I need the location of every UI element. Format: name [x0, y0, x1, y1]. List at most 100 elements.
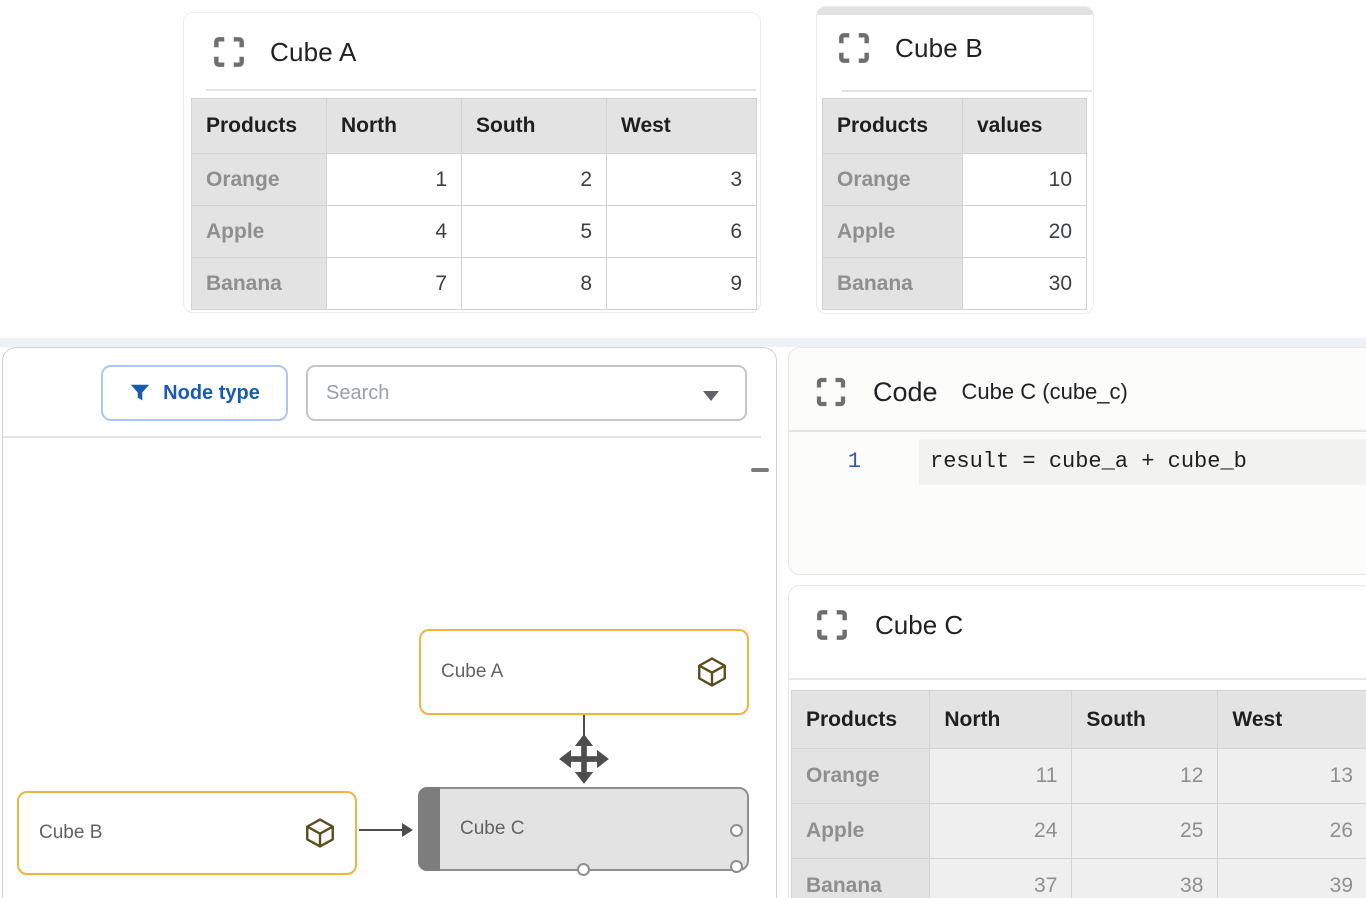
active-line-highlight — [919, 439, 1366, 485]
collapse-handle[interactable] — [751, 468, 769, 472]
cube-c-table: Products North South West Orange 11 12 13 Apple 2… — [790, 690, 1366, 898]
cube-b-table-panel: Cube B Products values Orange 10 Apple 20 Bana… — [816, 6, 1094, 314]
chevron-down-icon[interactable] — [703, 391, 719, 401]
code-panel: Code Cube C (cube_c) 1 result = cube_a +… — [788, 347, 1366, 575]
edge-b-to-c — [359, 829, 403, 831]
value-cell[interactable]: 9 — [606, 257, 757, 310]
cube-b-table: Products values Orange 10 Apple 20 Banana 30 — [822, 98, 1087, 310]
value-cell[interactable]: 6 — [606, 205, 757, 258]
code-editor[interactable]: 1 result = cube_a + cube_b — [789, 439, 1366, 485]
table-row: Orange 10 — [822, 153, 1087, 206]
panel-title: Cube C — [875, 609, 964, 640]
table-row: Orange 11 12 13 — [790, 748, 1366, 804]
value-cell[interactable]: 1 — [326, 153, 462, 206]
header-row: Products North South West — [790, 690, 1366, 749]
code-line[interactable]: result = cube_a + cube_b — [930, 449, 1247, 474]
table-row: Orange 1 2 3 — [191, 153, 757, 206]
move-icon[interactable] — [558, 732, 610, 786]
expand-icon[interactable] — [813, 374, 849, 410]
header-row: Products values — [822, 98, 1087, 154]
column-header-cell: North — [326, 98, 462, 154]
panel-divider — [789, 678, 1366, 680]
value-cell[interactable]: 2 — [461, 153, 607, 206]
graph-node-cube-a[interactable]: Cube A — [419, 629, 749, 715]
value-cell[interactable]: 20 — [962, 205, 1087, 258]
value-cell[interactable]: 3 — [606, 153, 757, 206]
column-header-cell: North — [929, 690, 1073, 749]
column-header-cell: West — [1217, 690, 1366, 749]
code-target-label: Cube C (cube_c) — [961, 379, 1128, 404]
node-selected-bar — [418, 787, 440, 871]
expand-icon[interactable] — [210, 33, 248, 71]
column-header-cell: Products — [822, 98, 963, 154]
column-header-cell: Products — [191, 98, 327, 154]
table-row: Apple 24 25 26 — [790, 803, 1366, 859]
column-header-cell: South — [1071, 690, 1219, 749]
line-number: 1 — [847, 449, 861, 474]
toolbar-divider — [3, 436, 761, 438]
table-row: Apple 20 — [822, 205, 1087, 258]
column-header-cell: South — [461, 98, 607, 154]
value-cell[interactable]: 5 — [461, 205, 607, 258]
table-row: Banana 30 — [822, 257, 1087, 310]
panel-divider — [789, 430, 1366, 432]
filter-funnel-icon — [130, 384, 150, 401]
value-cell: 11 — [929, 748, 1073, 804]
node-type-filter-label: Node type — [163, 381, 260, 404]
cube-a-table-panel: Cube A Products North South West Orange 1 2 3 Ap… — [183, 12, 761, 313]
row-label-cell: Apple — [191, 205, 327, 258]
panel-title: Cube B — [895, 32, 983, 63]
cube-c-table-panel: Cube C Products North South West Orange 11 12 1… — [788, 585, 1366, 898]
value-cell[interactable]: 10 — [962, 153, 1087, 206]
row-label-cell: Orange — [790, 748, 931, 804]
graph-editor-panel: Node type Cube A Cube B — [2, 347, 777, 898]
value-cell: 39 — [1217, 858, 1366, 898]
header-row: Products North South West — [191, 98, 757, 154]
row-label-cell: Banana — [822, 257, 963, 310]
value-cell: 13 — [1217, 748, 1366, 804]
row-label-cell: Banana — [191, 257, 327, 310]
cube-icon — [698, 657, 726, 687]
value-cell: 38 — [1071, 858, 1219, 898]
table-row: Apple 4 5 6 — [191, 205, 757, 258]
column-header-cell: West — [606, 98, 757, 154]
panel-title: Cube A — [270, 36, 357, 67]
row-label-cell: Orange — [191, 153, 327, 206]
node-label: Cube C — [460, 818, 525, 839]
table-row: Banana 7 8 9 — [191, 257, 757, 310]
row-label-cell: Apple — [790, 803, 931, 859]
row-label-cell: Orange — [822, 153, 963, 206]
port-right[interactable] — [730, 824, 743, 837]
node-label: Cube A — [441, 661, 504, 682]
column-header-cell: values — [962, 98, 1087, 154]
value-cell[interactable]: 30 — [962, 257, 1087, 310]
graph-node-cube-b[interactable]: Cube B — [17, 791, 357, 875]
cube-icon — [306, 818, 334, 848]
row-label-cell: Apple — [822, 205, 963, 258]
value-cell[interactable]: 7 — [326, 257, 462, 310]
value-cell: 37 — [929, 858, 1073, 898]
search-input[interactable] — [326, 367, 676, 419]
value-cell: 24 — [929, 803, 1073, 859]
table-row: Banana 37 38 39 — [790, 858, 1366, 898]
search-box — [306, 365, 747, 421]
port-bottom-right[interactable] — [730, 860, 743, 873]
value-cell[interactable]: 4 — [326, 205, 462, 258]
panel-divider — [842, 90, 1092, 92]
card-top-edge — [817, 7, 1093, 15]
value-cell[interactable]: 8 — [461, 257, 607, 310]
cube-a-table: Products North South West Orange 1 2 3 Apple 4 5 6 B… — [191, 98, 757, 310]
panel-title: Code — [873, 376, 938, 407]
section-divider — [0, 338, 1366, 347]
value-cell: 26 — [1217, 803, 1366, 859]
edge-arrowhead — [402, 823, 413, 837]
node-label: Cube B — [39, 822, 103, 843]
expand-icon[interactable] — [835, 29, 873, 67]
expand-icon[interactable] — [813, 606, 851, 644]
graph-node-cube-c[interactable]: Cube C — [418, 787, 749, 876]
value-cell: 25 — [1071, 803, 1219, 859]
row-label-cell: Banana — [790, 858, 931, 898]
panel-divider — [206, 89, 756, 91]
node-type-filter-button[interactable]: Node type — [101, 365, 288, 421]
port-bottom-center[interactable] — [577, 863, 590, 876]
